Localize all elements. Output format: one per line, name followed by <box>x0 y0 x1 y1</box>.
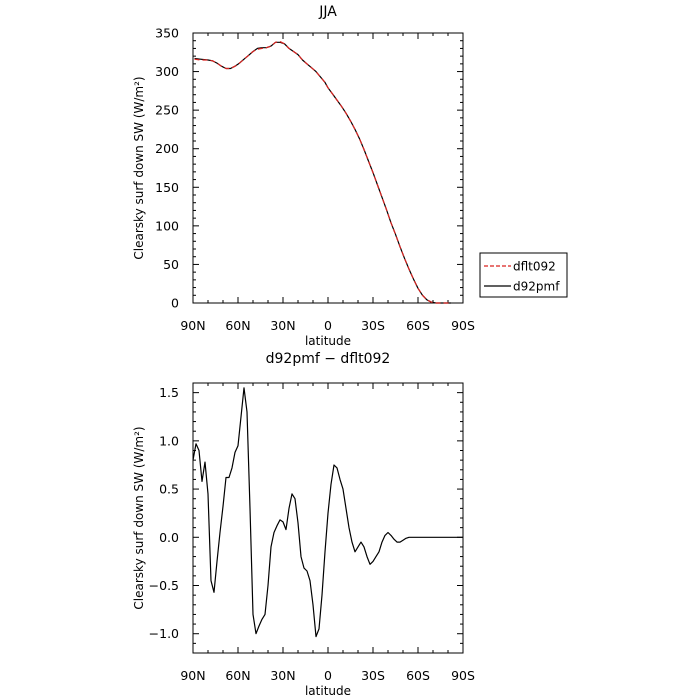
x-tick-label: 30N <box>270 318 295 333</box>
series-line-dflt092 <box>194 40 451 304</box>
x-tick-label: 60N <box>225 318 250 333</box>
chart-title: JJA <box>318 4 337 20</box>
y-tick-label: 1.0 <box>159 433 179 448</box>
x-axis-label: latitude <box>305 684 351 698</box>
x-tick-label: 30S <box>361 668 385 683</box>
series-line-difference <box>192 387 463 638</box>
x-tick-label: 90S <box>451 318 475 333</box>
y-tick-label: 0.5 <box>159 482 179 497</box>
y-tick-label: −1.0 <box>149 626 179 641</box>
y-tick-label: 0.0 <box>159 530 179 545</box>
y-tick-label: 150 <box>155 180 179 195</box>
x-tick-label: 30N <box>270 668 295 683</box>
y-tick-label: 200 <box>155 141 179 156</box>
y-tick-label: −0.5 <box>149 578 179 593</box>
chart-panel-2: d92pmf − dflt092 90N 60N 30N 0 30S 60S 90S −1.0 −… <box>132 351 475 698</box>
x-tick-label: 0 <box>324 318 332 333</box>
chart-title: d92pmf − dflt092 <box>266 351 391 367</box>
series-line-d92pmf <box>194 41 451 304</box>
y-tick-label: 100 <box>155 218 179 233</box>
x-tick-label: 90N <box>180 668 205 683</box>
y-tick-label: 50 <box>163 257 179 272</box>
x-tick-label: 60S <box>406 318 430 333</box>
y-axis-label: Clearsky surf down SW (W/m²) <box>132 76 146 259</box>
y-tick-label: 250 <box>155 103 179 118</box>
legend: dflt092 d92pmf <box>479 252 568 298</box>
x-axis-label: latitude <box>305 334 351 348</box>
x-tick-label: 30S <box>361 318 385 333</box>
legend-label-d92pmf: d92pmf <box>513 280 560 294</box>
x-tick-label: 60N <box>225 668 250 683</box>
plot-frame <box>192 32 464 304</box>
y-tick-label: 300 <box>155 64 179 79</box>
x-tick-label: 90N <box>180 318 205 333</box>
x-tick-label: 90S <box>451 668 475 683</box>
y-tick-label: 0 <box>171 296 179 311</box>
chart-panel-1: JJA 90N 60N 30N 0 30S 60S 90S 0 50 100 150 200 250 300… <box>132 4 568 348</box>
y-tick-label: 350 <box>155 26 179 41</box>
legend-box <box>479 252 568 298</box>
y-tick-label: 1.5 <box>159 385 179 400</box>
x-tick-label: 0 <box>324 668 332 683</box>
x-tick-label: 60S <box>406 668 430 683</box>
y-axis-label: Clearsky surf down SW (W/m²) <box>132 426 146 609</box>
legend-label-dflt092: dflt092 <box>513 260 556 274</box>
